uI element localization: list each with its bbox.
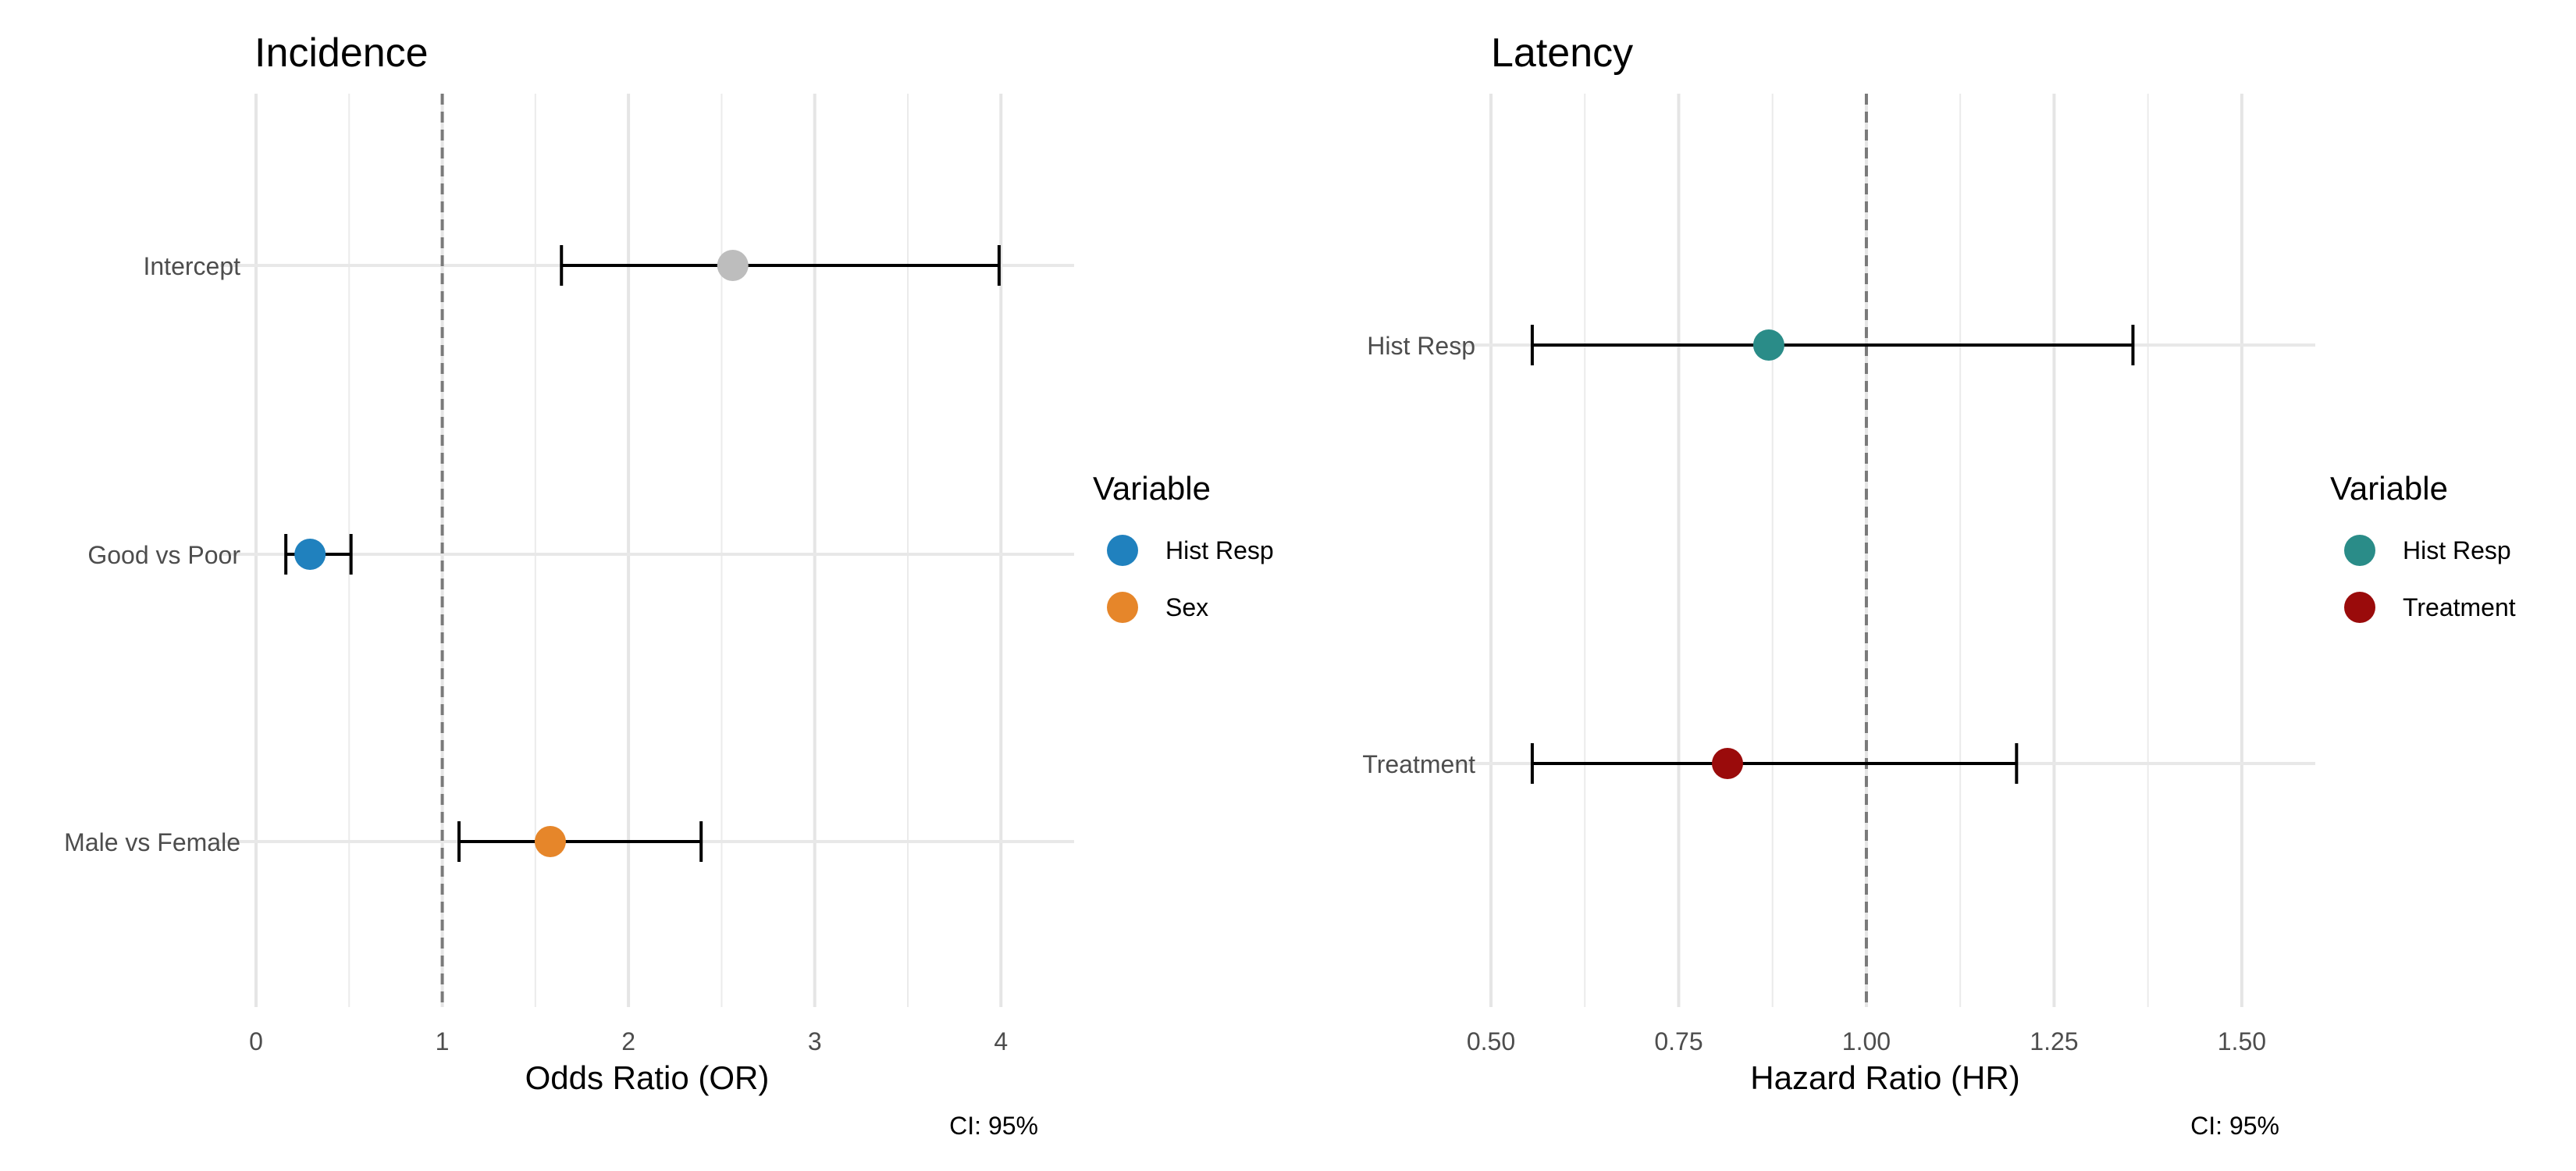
estimate-point <box>1712 748 1743 779</box>
x-tick-label: 3 <box>808 1027 822 1055</box>
legend: Variable Hist Resp Treatment <box>2330 470 2516 623</box>
panel-incidence: Incidence 0 1 2 3 4 Odds Ratio (OR) CI: 95% Inte… <box>64 30 1274 1140</box>
x-axis-label: Odds Ratio (OR) <box>525 1059 770 1096</box>
x-tick-label: 4 <box>994 1027 1008 1055</box>
y-category-label: Treatment <box>1362 750 1475 778</box>
y-category-label: Hist Resp <box>1367 332 1475 360</box>
y-category-label: Intercept <box>143 252 240 280</box>
x-tick-label: 1.50 <box>2218 1027 2266 1055</box>
x-tick-label: 1.00 <box>1842 1027 1891 1055</box>
estimate-point <box>534 826 566 857</box>
legend-label: Treatment <box>2403 593 2516 621</box>
legend-swatch <box>1107 592 1138 623</box>
legend-label: Hist Resp <box>2403 536 2511 564</box>
ci-caption: CI: 95% <box>2190 1112 2279 1140</box>
x-tick-label: 2 <box>621 1027 635 1055</box>
estimate-point <box>717 250 749 281</box>
legend-label: Sex <box>1165 593 1208 621</box>
y-category-label: Male vs Female <box>64 828 240 856</box>
x-tick-label: 1.25 <box>2030 1027 2078 1055</box>
legend-swatch <box>1107 535 1138 566</box>
legend-swatch <box>2344 592 2375 623</box>
x-tick-label: 0 <box>249 1027 263 1055</box>
y-category-label: Good vs Poor <box>87 541 240 569</box>
estimate-point <box>294 539 326 570</box>
x-tick-label: 0.75 <box>1654 1027 1703 1055</box>
x-axis-label: Hazard Ratio (HR) <box>1750 1059 2019 1096</box>
chart-title: Incidence <box>254 30 429 76</box>
panel-latency: Latency 0.50 0.75 1.00 1.25 1.50 Hazard Ratio … <box>1362 30 2515 1140</box>
legend-swatch <box>2344 535 2375 566</box>
ci-caption: CI: 95% <box>949 1112 1038 1140</box>
estimate-point <box>1752 329 1784 361</box>
legend: Variable Hist Resp Sex <box>1093 470 1274 623</box>
legend-title: Variable <box>1093 470 1211 507</box>
x-tick-label: 0.50 <box>1467 1027 1515 1055</box>
legend-label: Hist Resp <box>1165 536 1274 564</box>
x-tick-label: 1 <box>436 1027 450 1055</box>
legend-title: Variable <box>2330 470 2448 507</box>
chart-title: Latency <box>1491 30 1633 76</box>
